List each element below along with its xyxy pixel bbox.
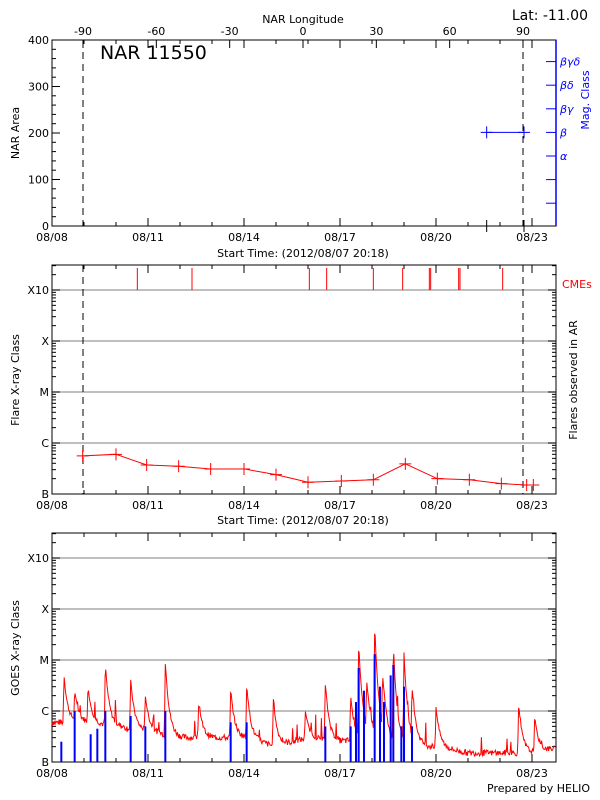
x-tick-label: 08/23 bbox=[516, 231, 548, 244]
nar-area-panel: 08/08 08/11 08/14 08/17 08/20 08/230100200300… bbox=[28, 25, 581, 244]
y-tick-label: 200 bbox=[28, 127, 49, 140]
flare-point bbox=[399, 457, 412, 470]
x-tick-label: 08/14 bbox=[228, 231, 260, 244]
latitude-annotation: Lat: -11.00 bbox=[512, 8, 588, 24]
footer-credit: Prepared by HELIO bbox=[487, 782, 590, 795]
flare-point bbox=[302, 476, 314, 489]
x-tick-label: 08/20 bbox=[420, 231, 452, 244]
x-tick-label: 08/08 bbox=[36, 231, 68, 244]
y-tick-label: 100 bbox=[28, 174, 49, 187]
p2-ylabel: Flare X-ray Class bbox=[9, 334, 22, 426]
x-tick-label: 08/11 bbox=[132, 231, 164, 244]
flare-point bbox=[76, 449, 89, 462]
nar-area-point bbox=[518, 220, 530, 232]
goes-flux-line bbox=[51, 633, 555, 758]
y-tick-label: X bbox=[41, 335, 49, 348]
flare-point bbox=[140, 459, 153, 472]
mag-class-label: βγδ bbox=[559, 56, 581, 69]
flare-point bbox=[172, 460, 185, 473]
plot-frame bbox=[51, 39, 557, 227]
flare-point bbox=[110, 448, 122, 461]
top-axis-label: NAR Longitude bbox=[262, 13, 344, 26]
p1-xlabel: Start Time: (2012/08/07 20:18) bbox=[217, 247, 389, 260]
longitude-tick-label: -30 bbox=[221, 25, 239, 38]
mag-class-label: βγ bbox=[559, 103, 574, 116]
longitude-tick-label: 30 bbox=[369, 25, 383, 38]
x-tick-label: 08/20 bbox=[420, 767, 452, 780]
y-tick-label: B bbox=[41, 756, 49, 769]
y-tick-label: 0 bbox=[42, 220, 49, 233]
flare-class-line bbox=[82, 453, 534, 486]
flare-class-panel: 08/08 08/11 08/14 08/17 08/20 08/23 B C M X X10 bbox=[27, 264, 557, 512]
x-tick-label: 08/14 bbox=[228, 767, 260, 780]
nar-area-point bbox=[480, 220, 493, 232]
x-tick-label: 08/20 bbox=[420, 499, 452, 512]
mag-class-label: β bbox=[559, 126, 567, 139]
y-tick-label: 400 bbox=[28, 34, 49, 47]
flare-point bbox=[527, 479, 540, 492]
goes-xray-panel: 08/08 08/11 08/14 08/17 08/20 08/23 B C M X X10 bbox=[27, 532, 557, 780]
plot-frame bbox=[51, 264, 557, 495]
y-tick-label: 300 bbox=[28, 81, 49, 94]
longitude-tick-label: -90 bbox=[74, 25, 92, 38]
flare-point bbox=[204, 462, 217, 475]
p1-right-label: Mag. Class bbox=[579, 70, 592, 129]
y-tick-label: C bbox=[41, 705, 49, 718]
y-tick-label: M bbox=[40, 654, 50, 667]
x-tick-label: 08/08 bbox=[36, 499, 68, 512]
p3-ylabel: GOES X-ray Class bbox=[9, 600, 22, 696]
p1-ylabel: NAR Area bbox=[9, 107, 22, 159]
x-tick-label: 08/17 bbox=[324, 499, 356, 512]
y-tick-label: X bbox=[41, 603, 49, 616]
x-tick-label: 08/17 bbox=[324, 767, 356, 780]
mag-class-label: α bbox=[560, 150, 568, 163]
cme-label: CMEs bbox=[562, 278, 592, 291]
p2-right-label: Flares observed in AR bbox=[567, 320, 580, 440]
longitude-tick-label: -60 bbox=[147, 25, 165, 38]
y-tick-label: B bbox=[41, 488, 49, 501]
flare-point bbox=[335, 474, 348, 487]
x-tick-label: 08/17 bbox=[324, 231, 356, 244]
longitude-tick-label: 90 bbox=[516, 25, 530, 38]
x-tick-label: 08/11 bbox=[132, 767, 164, 780]
mag-class-label: βδ bbox=[559, 79, 574, 92]
plot-frame bbox=[51, 532, 557, 763]
flare-point bbox=[367, 473, 380, 486]
mag-class-point bbox=[518, 126, 530, 139]
x-tick-label: 08/23 bbox=[516, 767, 548, 780]
x-tick-label: 08/23 bbox=[516, 499, 548, 512]
x-tick-label: 08/08 bbox=[36, 767, 68, 780]
longitude-tick-label: 0 bbox=[300, 25, 307, 38]
x-tick-label: 08/14 bbox=[228, 499, 260, 512]
flare-point bbox=[270, 468, 282, 481]
y-tick-label: X10 bbox=[27, 284, 49, 297]
y-tick-label: X10 bbox=[27, 552, 49, 565]
p2-xlabel: Start Time: (2012/08/07 20:18) bbox=[217, 514, 389, 527]
longitude-tick-label: 60 bbox=[443, 25, 457, 38]
flare-point bbox=[238, 462, 250, 475]
region-title: NAR 11550 bbox=[100, 42, 207, 64]
y-tick-label: M bbox=[40, 386, 50, 399]
mag-class-point bbox=[480, 126, 493, 139]
x-tick-label: 08/11 bbox=[132, 499, 164, 512]
flare-point bbox=[463, 473, 476, 486]
y-tick-label: C bbox=[41, 437, 49, 450]
flare-point bbox=[495, 477, 508, 490]
flare-point bbox=[431, 472, 444, 485]
